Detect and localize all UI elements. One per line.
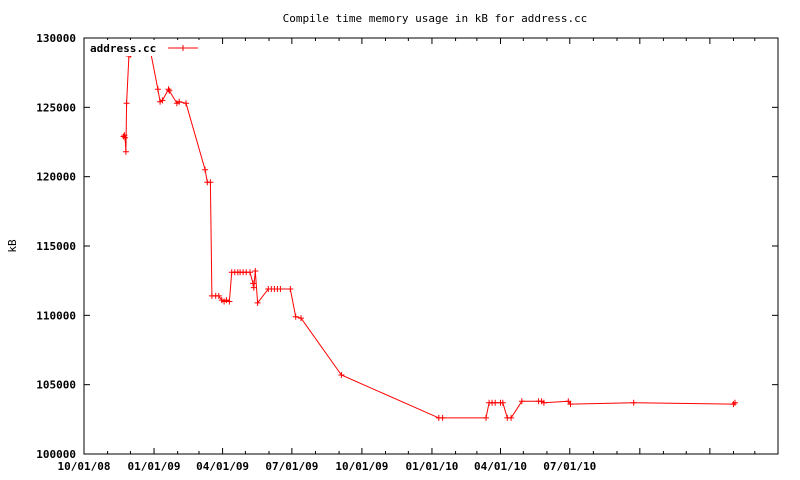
y-tick-label: 105000	[36, 379, 76, 392]
x-tick-label: 04/01/10	[474, 460, 527, 473]
data-point	[165, 86, 172, 93]
data-point	[287, 286, 294, 292]
data-point	[122, 148, 129, 155]
x-tick-label: 10/01/08	[58, 460, 111, 473]
data-point	[732, 399, 738, 406]
data-point	[567, 401, 574, 408]
data-point	[202, 166, 209, 173]
x-tick-label: 07/01/10	[543, 460, 596, 473]
x-tick-label: 01/01/10	[405, 460, 458, 473]
data-point	[492, 399, 499, 406]
chart-title: Compile time memory usage in kB for addr…	[283, 12, 588, 25]
data-point	[252, 268, 259, 274]
data-point	[254, 299, 261, 306]
data-point	[730, 401, 737, 408]
data-point	[338, 372, 345, 378]
legend-label: address.cc	[90, 42, 156, 55]
series-line	[123, 44, 736, 419]
data-point	[499, 399, 506, 406]
y-axis-label: kB	[6, 239, 19, 253]
data-point	[277, 286, 284, 292]
data-point	[176, 98, 183, 105]
series-address-cc	[120, 41, 738, 421]
data-point	[247, 269, 253, 276]
data-point	[121, 132, 128, 139]
y-tick-label: 120000	[36, 171, 76, 184]
x-tick-label: 07/01/09	[265, 460, 318, 473]
legend-background	[86, 40, 200, 56]
x-tick-label: 10/01/09	[335, 460, 388, 473]
data-point	[123, 100, 130, 107]
data-point	[250, 284, 257, 291]
data-point	[540, 399, 547, 406]
legend: address.cc	[86, 40, 200, 56]
x-tick-label: 04/01/09	[196, 460, 249, 473]
data-point	[183, 100, 189, 107]
data-point	[207, 179, 214, 186]
data-point	[122, 134, 129, 141]
y-axis-ticks: 100000 105000 110000 115000 120000 125000 1300…	[36, 32, 778, 461]
data-point	[154, 86, 161, 93]
data-point	[226, 298, 233, 305]
plot-frame	[83, 37, 779, 455]
data-point	[508, 414, 515, 421]
y-tick-label: 115000	[36, 240, 76, 253]
data-point	[439, 414, 446, 421]
data-point	[298, 315, 304, 322]
data-point	[215, 292, 222, 299]
y-tick-label: 130000	[36, 32, 76, 45]
data-point	[630, 399, 637, 406]
x-tick-label: 01/01/09	[128, 460, 181, 473]
y-tick-label: 100000	[36, 448, 76, 461]
data-point	[223, 297, 230, 304]
y-tick-label: 125000	[36, 101, 76, 114]
data-point	[250, 280, 256, 287]
legend-marker	[180, 45, 186, 51]
data-point	[159, 97, 166, 104]
y-tick-label: 110000	[36, 309, 76, 322]
x-axis-ticks: 10/01/08 01/01/09 04/01/09 07/01/09 10/01/09…	[58, 38, 756, 473]
data-point	[292, 313, 299, 320]
data-point	[518, 398, 525, 405]
data-point	[483, 414, 489, 421]
data-point	[166, 87, 173, 94]
